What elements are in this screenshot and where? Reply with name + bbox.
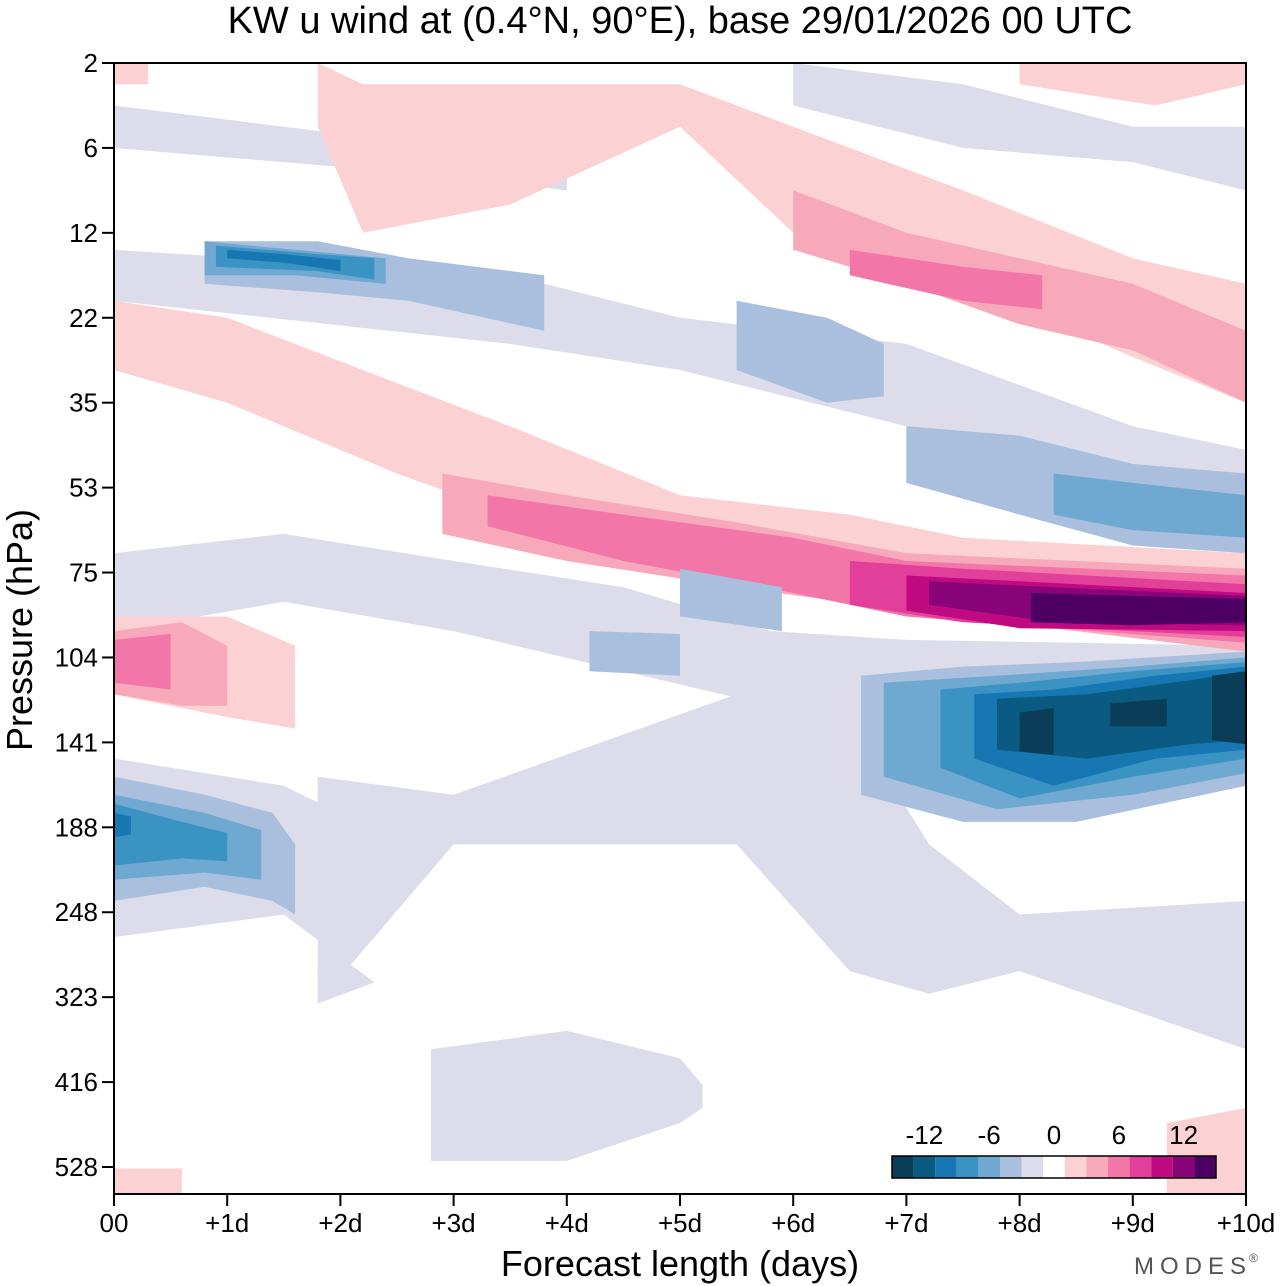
colorbar: -12 -6 0 6 12: [891, 1120, 1217, 1179]
y-tick-label: 323: [55, 982, 98, 1012]
contour-pos-6: [114, 634, 171, 690]
contour-neg-8: [114, 803, 228, 866]
brand-logo: MODES: [1134, 1253, 1252, 1280]
x-axis-title: Forecast length (days): [501, 1243, 859, 1284]
x-tick-label: +6d: [771, 1208, 815, 1238]
contour-neg-10: [114, 812, 131, 838]
x-tick-label: +1d: [205, 1208, 249, 1238]
y-tick-label: 35: [69, 388, 98, 418]
colorbar-swatch: [913, 1156, 936, 1178]
x-tick-label: +3d: [432, 1208, 476, 1238]
x-tick-label: +5d: [658, 1208, 702, 1238]
contour-neg-14: [1110, 698, 1167, 727]
colorbar-swatch: [956, 1156, 979, 1178]
colorbar-frame: [891, 1155, 1217, 1179]
y-axis-title: Pressure (hPa): [0, 509, 40, 751]
contour-pos-weak: [114, 63, 148, 85]
colorbar-swatch: [1086, 1156, 1108, 1178]
y-tick-label: 75: [69, 558, 98, 588]
x-tick-label: +8d: [998, 1208, 1042, 1238]
y-tick-label: 6: [84, 133, 98, 163]
colorbar-swatch: [1129, 1156, 1152, 1178]
colorbar-swatch: [978, 1156, 1000, 1178]
contour-neg-weak: [317, 694, 1246, 1050]
contour-neg-14: [1212, 671, 1246, 745]
y-tick-label: 188: [55, 812, 98, 842]
contour-neg-weak: [431, 1030, 703, 1161]
colorbar-tick-label: 12: [1169, 1120, 1198, 1150]
colorbar-swatch: [1151, 1156, 1173, 1178]
colorbar-swatch: [1172, 1156, 1195, 1178]
colorbar-swatch: [1000, 1156, 1022, 1178]
contour-neg-weak: [114, 249, 1246, 554]
y-axis: 2 6 12 22 35 53 75 104 141 188 248 323 416 528: [55, 48, 114, 1182]
y-tick-label: 104: [55, 642, 98, 672]
contour-neg-10: [227, 249, 341, 272]
y-tick-label: 22: [69, 303, 98, 333]
colorbar-swatch: [1194, 1156, 1216, 1178]
y-tick-label: 12: [69, 218, 98, 248]
x-tick-label: +2d: [318, 1208, 362, 1238]
contour-pos-6: [849, 249, 1043, 310]
x-tick-label: +10d: [1217, 1208, 1276, 1238]
y-tick-label: 528: [55, 1152, 98, 1182]
x-axis: 00 +1d +2d +3d +4d +5d +6d +7d +8d +9d +10d: [100, 1194, 1276, 1238]
colorbar-tick-label: 6: [1112, 1120, 1126, 1150]
y-tick-label: 2: [84, 48, 98, 78]
colorbar-swatch: [935, 1156, 957, 1178]
y-tick-label: 53: [69, 473, 98, 503]
contour-neg-4: [680, 568, 782, 632]
x-tick-label: 00: [100, 1208, 129, 1238]
contour-neg-14: [1019, 708, 1054, 755]
y-tick-label: 141: [55, 727, 98, 757]
colorbar-tick-label: -6: [978, 1120, 1001, 1150]
contour-pos-weak: [317, 63, 1246, 403]
chart-title: KW u wind at (0.4°N, 90°E), base 29/01/2…: [228, 0, 1133, 42]
colorbar-swatch: [1108, 1156, 1130, 1178]
contour-pos-weak: [1019, 63, 1246, 106]
x-tick-label: +9d: [1111, 1208, 1155, 1238]
contour-neg-4: [589, 631, 680, 676]
plot-area: [114, 63, 1246, 1194]
y-tick-label: 416: [55, 1067, 98, 1097]
x-tick-label: +7d: [884, 1208, 928, 1238]
colorbar-tick-label: 0: [1047, 1120, 1061, 1150]
brand-registered-mark: ®: [1249, 1251, 1258, 1265]
colorbar-tick-label: -12: [906, 1120, 944, 1150]
x-tick-label: +4d: [545, 1208, 589, 1238]
y-tick-label: 248: [55, 897, 98, 927]
colorbar-swatch: [1043, 1156, 1065, 1178]
colorbar-swatch: [1064, 1156, 1087, 1178]
contour-pos-14: [1030, 593, 1246, 626]
contour-neg-6: [1053, 473, 1246, 538]
colorbar-swatch: [1021, 1156, 1044, 1178]
contour-neg-4: [736, 300, 884, 403]
contour-neg-weak: [793, 63, 1246, 191]
colorbar-swatch: [892, 1156, 914, 1178]
contour-pos-weak: [114, 1168, 182, 1194]
